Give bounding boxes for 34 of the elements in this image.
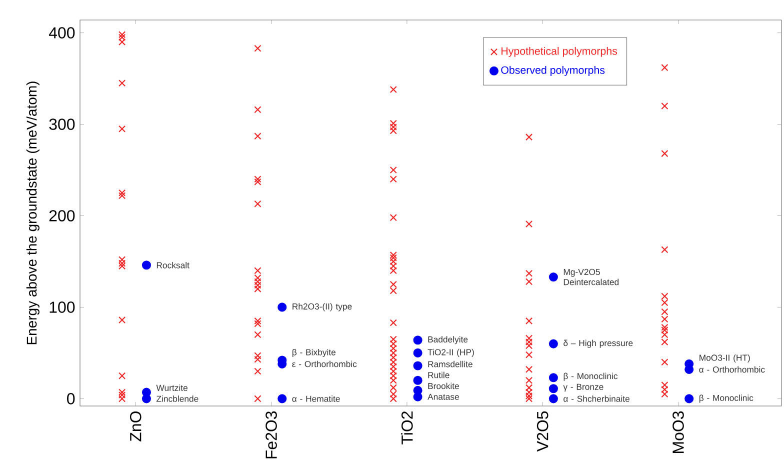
data-label: Anatase: [428, 394, 459, 400]
x-tick-label: TiO2: [401, 412, 413, 444]
data-label: β - Monoclinic: [564, 372, 618, 381]
legend-label: Observed polymorphs: [501, 66, 605, 76]
data-label: Baddelyite: [428, 336, 468, 344]
data-label: α - Shcherbinaite: [564, 396, 630, 402]
y-tick-label: 200: [49, 210, 75, 222]
data-label: β - Bixbyite: [292, 348, 336, 358]
y-tick-label: 400: [48, 27, 75, 38]
x-tick-label: MoO3: [672, 411, 684, 453]
data-label: Brookite: [428, 382, 459, 390]
data-label: Ramsdellite: [428, 360, 472, 368]
data-label: MoO3-II (HT): [700, 354, 750, 363]
data-label: Zincblende: [156, 396, 198, 402]
y-tick-label: 100: [50, 302, 75, 313]
x-tick-label: Fe2O3: [266, 411, 277, 458]
y-tick-label: 0: [67, 393, 75, 404]
y-tick-label: 300: [49, 118, 75, 130]
data-label: Rocksalt: [156, 262, 190, 268]
data-label: ε - Orthorhombic: [292, 360, 357, 368]
data-label: Wurtzite: [156, 384, 188, 391]
data-label: α - Orthorhombic: [699, 366, 765, 373]
data-label: Rutile: [428, 372, 450, 378]
x-tick-label: V2O5: [536, 411, 548, 452]
data-label: β - Monoclinic: [699, 394, 754, 403]
data-label: δ – High pressure: [564, 340, 633, 348]
data-label: Mg-V2O5 Deintercalated: [564, 268, 619, 286]
data-label: γ - Bronze: [563, 384, 604, 392]
x-tick-label: ZnO: [130, 411, 142, 442]
data-label: Rh2O3-(II) type: [292, 303, 352, 312]
data-label: TiO2-II (HP): [428, 348, 474, 357]
data-label: α - Hematite: [292, 396, 340, 402]
y-axis-title: Energy above the groundstate (meV/atom): [26, 82, 40, 344]
legend-label: Hypothetical polymorphs: [502, 46, 618, 57]
